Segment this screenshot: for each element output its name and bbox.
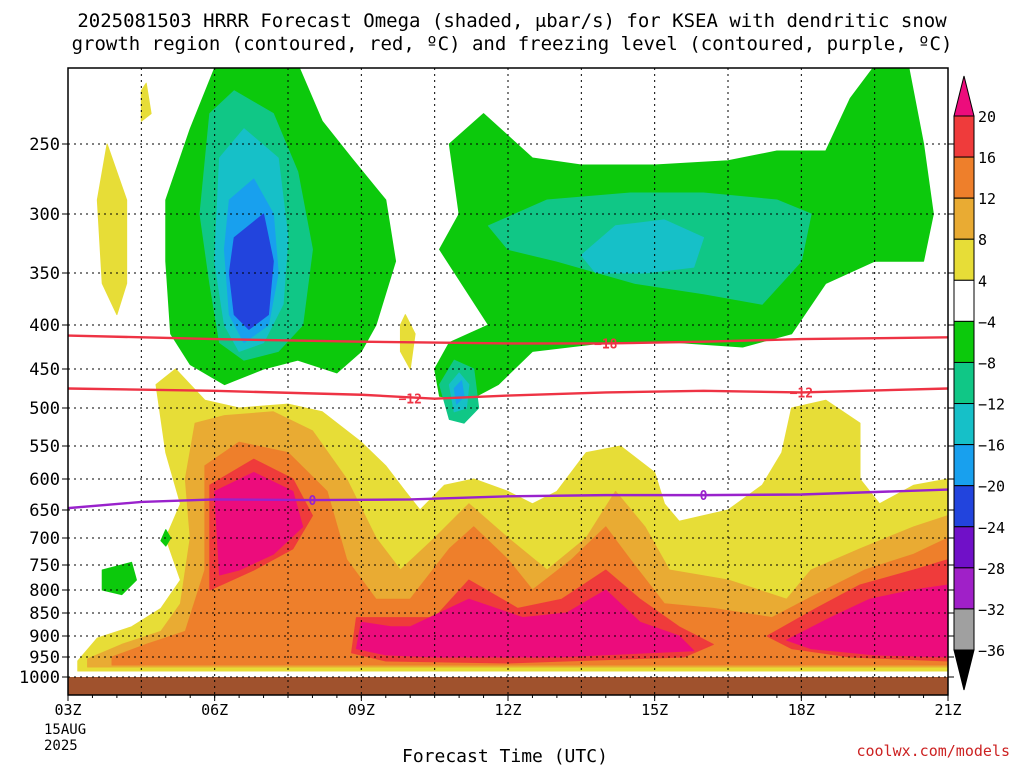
colorbar-box-5 xyxy=(953,320,975,363)
x-tick-label-18Z: 18Z xyxy=(788,701,815,719)
colorbar-label--20: −20 xyxy=(978,478,1005,496)
colorbar-bottom-triangle xyxy=(953,649,975,691)
colorbar-box-8 xyxy=(953,444,975,487)
shade-plus12 xyxy=(111,441,948,666)
start-date-label: 15AUG 2025 xyxy=(44,722,86,754)
colorbar-box-0 xyxy=(953,115,975,158)
contour-label-0-1: 0 xyxy=(700,489,708,504)
colorbar-box-1 xyxy=(953,156,975,199)
y-tick-label-250: 250 xyxy=(29,135,60,155)
y-tick-label-1000: 1000 xyxy=(19,668,60,688)
x-axis-title: Forecast Time (UTC) xyxy=(402,746,608,767)
plot-axes: 250 300 350 400 450 500 550 600 650 700 750 800 850 9… xyxy=(19,67,962,719)
y-tick-label-800: 800 xyxy=(29,581,60,601)
colorbar-box-12 xyxy=(953,608,975,651)
colorbar-label--28: −28 xyxy=(978,560,1005,578)
chart-title-line-2: growth region (contoured, red, ºC) and f… xyxy=(71,33,953,55)
y-tick-label-850: 850 xyxy=(29,604,60,624)
y-tick-label-950: 950 xyxy=(29,648,60,668)
chart-title-line-1: 2025081503 HRRR Forecast Omega (shaded, … xyxy=(77,10,947,32)
y-tick-label-750: 750 xyxy=(29,556,60,576)
colorbar-label-8: 8 xyxy=(978,231,987,249)
y-tick-label-400: 400 xyxy=(29,316,60,336)
x-tick-label-21Z: 21Z xyxy=(934,701,961,719)
y-tick-label-450: 450 xyxy=(29,360,60,380)
colorbar-box-3 xyxy=(953,238,975,281)
colorbar-top-triangle xyxy=(953,75,975,117)
contour-label-0-0: 0 xyxy=(309,494,317,509)
x-tick-label-12Z: 12Z xyxy=(494,701,521,719)
temperature-contours: −18 −12 −12 0 0 xyxy=(68,334,948,510)
shade-plus4-top xyxy=(140,82,152,122)
x-tick-label-06Z: 06Z xyxy=(201,701,228,719)
start-date-year: 2025 xyxy=(44,738,78,754)
colorbar-label--12: −12 xyxy=(978,396,1005,414)
colorbar-label--32: −32 xyxy=(978,601,1005,619)
colorbar-label-12: 12 xyxy=(978,190,996,208)
shade-minus4-small1 xyxy=(101,561,137,596)
x-tick-label-03Z: 03Z xyxy=(54,701,81,719)
colorbar-label--16: −16 xyxy=(978,437,1005,455)
contour-0 xyxy=(68,488,948,510)
contour--18 xyxy=(68,334,948,345)
shade-minus12-right xyxy=(580,219,705,274)
shade-plus20-a xyxy=(214,471,304,576)
contour-label--18-0: −18 xyxy=(594,337,618,352)
colorbar-box-9 xyxy=(953,485,975,528)
contour--12 xyxy=(68,387,948,400)
y-tick-label-700: 700 xyxy=(29,529,60,549)
y-tick-label-900: 900 xyxy=(29,627,60,647)
start-date-day: 15AUG xyxy=(44,722,87,738)
shade-plus20-c xyxy=(786,584,948,658)
colorbar-label--8: −8 xyxy=(978,354,996,372)
plot-grid xyxy=(67,68,949,695)
x-tick-label-15Z: 15Z xyxy=(641,701,668,719)
colorbar-label--24: −24 xyxy=(978,519,1005,537)
shade-plus4-upper xyxy=(96,143,128,316)
colorbar-label--36: −36 xyxy=(978,642,1005,660)
y-tick-label-650: 650 xyxy=(29,501,60,521)
y-tick-label-550: 550 xyxy=(29,437,60,457)
shade-minus20-left xyxy=(228,213,274,330)
colorbar-box-7 xyxy=(953,403,975,446)
watermark: coolwx.com/models xyxy=(856,742,1010,760)
y-tick-label-300: 300 xyxy=(29,205,60,225)
contour-label--12-1: −12 xyxy=(790,386,813,401)
x-tick-label-09Z: 09Z xyxy=(348,701,375,719)
colorbar-box-2 xyxy=(953,197,975,240)
shade-plus20-b xyxy=(355,589,695,658)
colorbar: 20 16 12 8 4 −4 −8 −12 −16 −20 −24 −28 −32 −36 xyxy=(953,75,1005,691)
colorbar-label--4: −4 xyxy=(978,313,996,331)
y-tick-label-600: 600 xyxy=(29,470,60,490)
y-tick-label-350: 350 xyxy=(29,264,60,284)
colorbar-box-11 xyxy=(953,567,975,610)
y-tick-label-500: 500 xyxy=(29,399,60,419)
omega-shading xyxy=(68,68,948,695)
colorbar-box-6 xyxy=(953,361,975,405)
colorbar-box-10 xyxy=(953,526,975,569)
colorbar-label-20: 20 xyxy=(978,108,996,126)
colorbar-label-4: 4 xyxy=(978,272,987,290)
colorbar-box-4 xyxy=(953,279,975,322)
colorbar-label-16: 16 xyxy=(978,149,996,167)
contour-label--12-0: −12 xyxy=(398,393,421,408)
